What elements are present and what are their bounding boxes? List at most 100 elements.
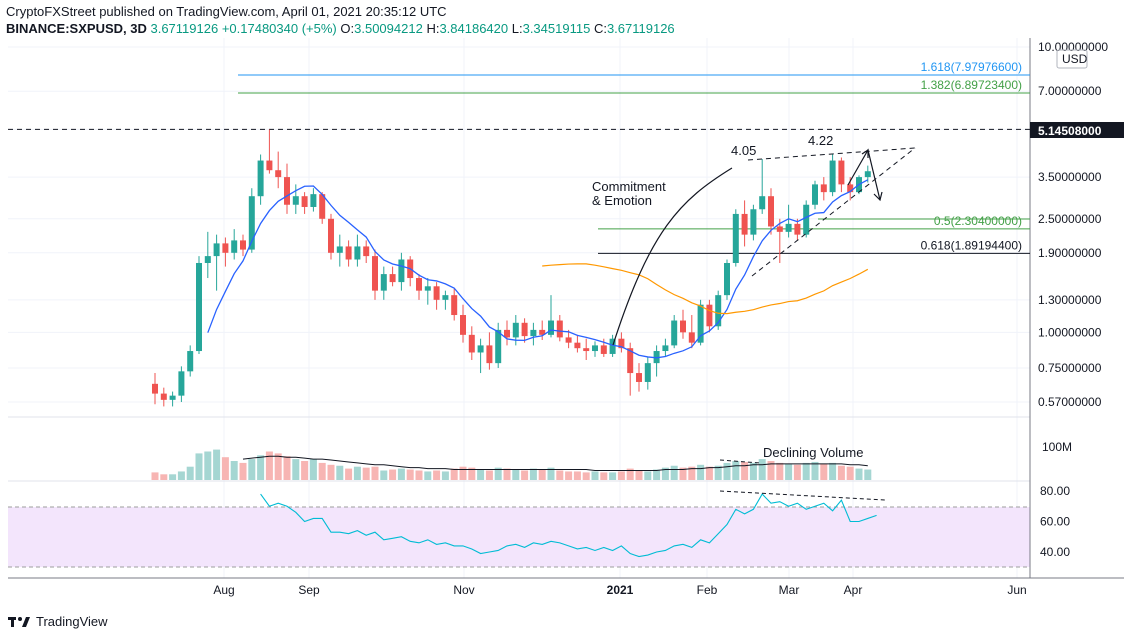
volume-bar	[679, 467, 687, 480]
volume-bar	[661, 467, 669, 480]
volume-bar	[318, 462, 326, 480]
close-value: 3.67119126	[606, 21, 675, 36]
volume-ma-line	[242, 455, 868, 471]
volume-bar	[688, 466, 696, 480]
low-value: 3.34519115	[522, 21, 591, 36]
candle-body	[671, 320, 678, 346]
volume-bar	[468, 467, 476, 480]
volume-bars	[151, 449, 872, 480]
candle-body	[231, 240, 238, 253]
time-tick: Sep	[298, 583, 320, 597]
candle-body	[688, 332, 695, 343]
volume-bar	[741, 461, 749, 480]
candle-body	[565, 337, 572, 343]
candle-body	[609, 338, 616, 354]
time-axis[interactable]: Aug Sep Nov 2021 Feb Mar Apr Jun	[213, 583, 1026, 597]
volume-bar	[248, 459, 256, 480]
candle-body	[847, 184, 854, 193]
volume-bar	[353, 466, 361, 480]
sma-line	[207, 179, 869, 359]
price-tick: 0.75000000	[1038, 361, 1102, 375]
candle-body	[556, 320, 563, 338]
candle-body	[803, 204, 810, 235]
rsi-divergence-line	[719, 490, 886, 501]
tradingview-logo-icon	[8, 615, 30, 629]
volume-bar	[292, 459, 300, 480]
volume-bar	[573, 471, 581, 480]
volume-bar	[626, 468, 634, 480]
candle-body	[644, 363, 651, 382]
candle-body	[451, 295, 458, 316]
volume-bar	[635, 470, 643, 480]
footer[interactable]: TradingView	[8, 614, 108, 629]
volume-bar	[529, 468, 537, 480]
volume-bar	[653, 469, 661, 480]
volume-bar	[556, 470, 564, 480]
candle-body	[653, 351, 660, 364]
candle-body	[292, 196, 299, 205]
candle-body	[750, 209, 757, 235]
volume-bar	[415, 470, 423, 480]
volume-bar	[793, 464, 801, 480]
price-tick: 7.00000000	[1038, 84, 1102, 98]
time-tick: Apr	[844, 583, 863, 597]
candle-body	[636, 373, 642, 382]
candle-body	[715, 295, 722, 327]
volume-bar	[450, 468, 458, 480]
volume-bar	[380, 470, 388, 480]
rsi-tick: 40.00	[1040, 545, 1070, 559]
price-tick: 3.50000000	[1038, 170, 1102, 184]
volume-bar	[749, 462, 757, 480]
volume-bar	[195, 453, 203, 480]
candle-body	[838, 160, 845, 185]
candle-body	[618, 338, 625, 349]
candle-body	[240, 240, 246, 250]
close-label: C:	[593, 21, 607, 36]
high-label: H:	[426, 21, 440, 36]
volume-bar	[362, 467, 370, 480]
volume-bar	[644, 471, 652, 480]
candle-body	[389, 274, 396, 283]
volume-bar	[565, 471, 573, 480]
rsi-tick: 60.00	[1040, 515, 1070, 529]
time-tick: Feb	[697, 583, 718, 597]
volume-bar	[503, 468, 511, 480]
price-axis[interactable]: 10.00000000 7.00000000 3.50000000 2.5000000…	[1038, 40, 1108, 559]
candle-body	[539, 329, 546, 335]
candle-body	[257, 160, 264, 197]
candle-body	[477, 345, 484, 353]
triangle-lower	[751, 147, 916, 277]
volume-bar	[371, 466, 379, 480]
volume-bar	[309, 459, 317, 480]
candle-body	[416, 278, 422, 291]
price-tick: 2.50000000	[1038, 212, 1102, 226]
candle-body	[433, 286, 440, 300]
low-label: L:	[511, 21, 523, 36]
candle-body	[152, 383, 158, 394]
volume-bar	[582, 472, 590, 480]
volume-bar	[732, 461, 740, 480]
volume-bar	[820, 463, 828, 480]
fib-levels: 1.618(7.97976600) 1.382(6.89723400) 0.5(2.…	[8, 60, 1030, 254]
candle-body	[741, 213, 748, 235]
volume-bar	[327, 464, 335, 480]
decline-line	[719, 459, 761, 464]
time-tick: Mar	[779, 583, 800, 597]
volume-bar	[705, 466, 713, 480]
price-tick: 1.30000000	[1038, 293, 1102, 307]
commitment-arc	[612, 167, 733, 346]
volume-bar	[283, 456, 291, 480]
candle-body	[424, 286, 431, 291]
candle-body	[530, 329, 537, 337]
volume-bar	[257, 455, 265, 480]
candle-body	[812, 184, 818, 205]
fib-label: 0.618(1.89194400)	[921, 238, 1022, 252]
volume-bar	[785, 463, 793, 480]
volume-bar	[776, 462, 784, 480]
volume-bar	[441, 471, 449, 480]
rsi-pane	[260, 490, 886, 558]
volume-bar	[186, 466, 194, 480]
volume-bar	[723, 462, 731, 480]
annotation-peak-1: 4.05	[731, 143, 756, 158]
